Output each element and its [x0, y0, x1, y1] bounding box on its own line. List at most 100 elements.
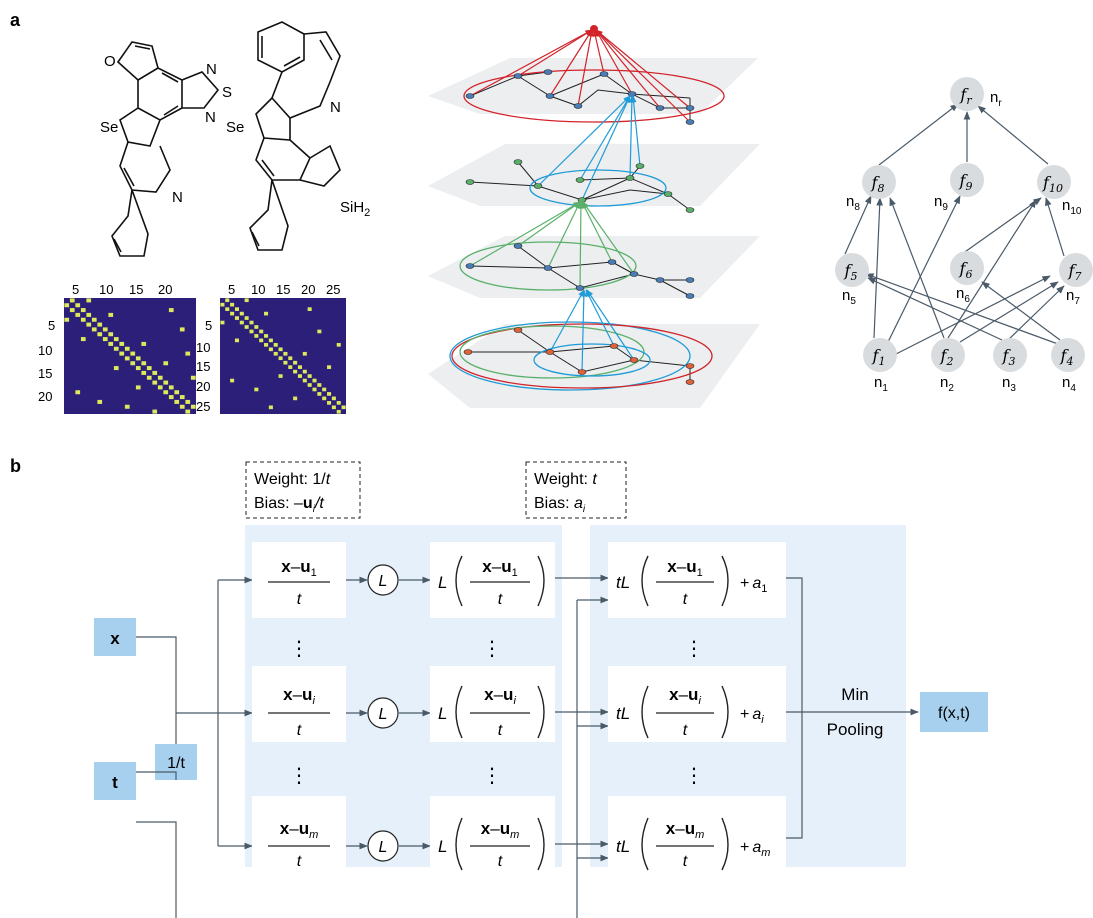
- matrix-cell: [97, 322, 103, 327]
- matrix-cell: [179, 395, 185, 400]
- matrix-cell: [124, 404, 130, 409]
- matrix-cell: [102, 327, 108, 332]
- matrix-cell: [135, 385, 141, 390]
- matrix-cell: [302, 351, 307, 356]
- matrix-2-ytick: 15: [196, 359, 210, 374]
- matrix-cell: [185, 399, 191, 404]
- matrix-cell: [64, 317, 70, 322]
- matrix-cell: [230, 311, 235, 316]
- panel-b-label: b: [10, 456, 21, 476]
- matrix-cell: [75, 390, 81, 395]
- atom-Se: Se: [226, 119, 244, 136]
- matrix-cell: [97, 332, 103, 337]
- matrix-cell: [179, 404, 185, 409]
- matrix-cell: [317, 383, 322, 387]
- svg-text:+ai: + ai: [740, 706, 764, 726]
- tree-label-f6: f6: [959, 259, 973, 281]
- tree-node-1: [863, 338, 897, 372]
- matrix-cell: [288, 356, 293, 361]
- ellipsis: ⋮: [482, 763, 502, 787]
- graph-layer-plane: [428, 58, 758, 114]
- min-pooling-label: Min: [841, 685, 868, 704]
- matrix-2-ytick: 25: [196, 399, 210, 414]
- svg-text:L: L: [438, 704, 447, 723]
- tree-label-f5: f5: [844, 261, 858, 283]
- svg-text:x–ui: x–ui: [484, 685, 516, 707]
- matrix-cell: [293, 369, 298, 374]
- matrix-cell: [278, 356, 283, 361]
- receptive-field-green: [459, 325, 645, 379]
- matrix-cell: [293, 396, 298, 401]
- matrix-cell: [244, 316, 249, 320]
- matrix-cell: [135, 366, 141, 371]
- matrix-cell: [278, 374, 283, 378]
- tree-label-f3: f3: [1002, 346, 1016, 368]
- matrix-cell: [312, 378, 317, 383]
- matrix-cell: [234, 307, 239, 311]
- matrix-cell: [234, 316, 239, 320]
- tree-label-n9: n9: [934, 193, 948, 213]
- matrix-cell: [113, 366, 119, 371]
- scaled-box-i: tL x–ui t + ai: [608, 666, 786, 742]
- matrix-cell: [185, 351, 191, 356]
- matrix-cell: [190, 404, 196, 409]
- graph-layer-plane: [428, 324, 760, 408]
- scale-label: 1/t: [167, 755, 185, 772]
- svg-text:tL: tL: [616, 837, 630, 856]
- svg-text:x–u1: x–u1: [281, 557, 316, 579]
- matrix-cell: [254, 387, 259, 392]
- matrix-cell: [119, 341, 125, 346]
- matrix-cell: [157, 385, 163, 390]
- matrix-cell: [64, 303, 70, 308]
- adjacency-matrix-2: 5 10 15 20 25 5 10 15 20 25: [196, 282, 346, 414]
- output-label: f(x,t): [938, 705, 970, 722]
- tree-label-f9: f9: [959, 171, 973, 193]
- svg-text:x–ui: x–ui: [283, 685, 315, 707]
- svg-text:t: t: [498, 722, 503, 739]
- matrix-2-ytick: 10: [196, 340, 210, 355]
- output-box: [920, 692, 988, 732]
- matrix-cell: [259, 338, 264, 343]
- adjacency-matrix-1: 5 10 15 20 5 10 15 20: [38, 282, 196, 414]
- matrix-1-background: [64, 298, 196, 414]
- ellipsis: ⋮: [482, 636, 502, 660]
- weight-bias-box-1: [245, 461, 361, 519]
- fraction-box-1: x–u1 t: [252, 542, 346, 618]
- matrix-cell: [225, 307, 230, 311]
- matrix-cell: [185, 409, 191, 414]
- matrix-cell: [146, 375, 152, 380]
- svg-text:x–um: x–um: [666, 819, 705, 841]
- tree-label-n2: n2: [940, 374, 954, 394]
- layered-graph: [428, 25, 760, 408]
- matrix-cell: [230, 378, 235, 383]
- matrix-cell: [283, 360, 288, 365]
- matrix-cell: [302, 369, 307, 374]
- panel-a-label: a: [10, 10, 21, 30]
- svg-text:t: t: [683, 722, 688, 739]
- matrix-cell: [268, 338, 273, 343]
- tree-node-4: [1051, 338, 1085, 372]
- matrix-1-xtick: 5: [72, 282, 79, 297]
- tree-label-f8: f8: [871, 173, 885, 195]
- svg-text:x–um: x–um: [280, 819, 319, 841]
- tree-node-5: [835, 253, 869, 287]
- matrix-cell: [141, 341, 147, 346]
- matrix-cell: [244, 325, 249, 329]
- matrix-cell: [225, 298, 230, 303]
- matrix-1-xtick: 15: [129, 282, 143, 297]
- matrix-2-xtick: 5: [228, 282, 235, 297]
- svg-text:t: t: [683, 853, 688, 870]
- matrix-2-xtick: 20: [301, 282, 315, 297]
- atom-N: N: [206, 61, 217, 78]
- tree-label-n7: n7: [1066, 287, 1080, 307]
- matrix-2-ytick: 20: [196, 379, 210, 394]
- svg-text:L: L: [379, 706, 388, 723]
- svg-text:t: t: [498, 853, 503, 870]
- activated-box-1: L x–u1 t: [430, 542, 555, 618]
- graph-node: [590, 25, 598, 33]
- receptive-field-red: [451, 323, 713, 389]
- matrix-cell: [69, 298, 75, 303]
- svg-text:x–ui: x–ui: [669, 685, 701, 707]
- receptive-field-green: [459, 241, 637, 291]
